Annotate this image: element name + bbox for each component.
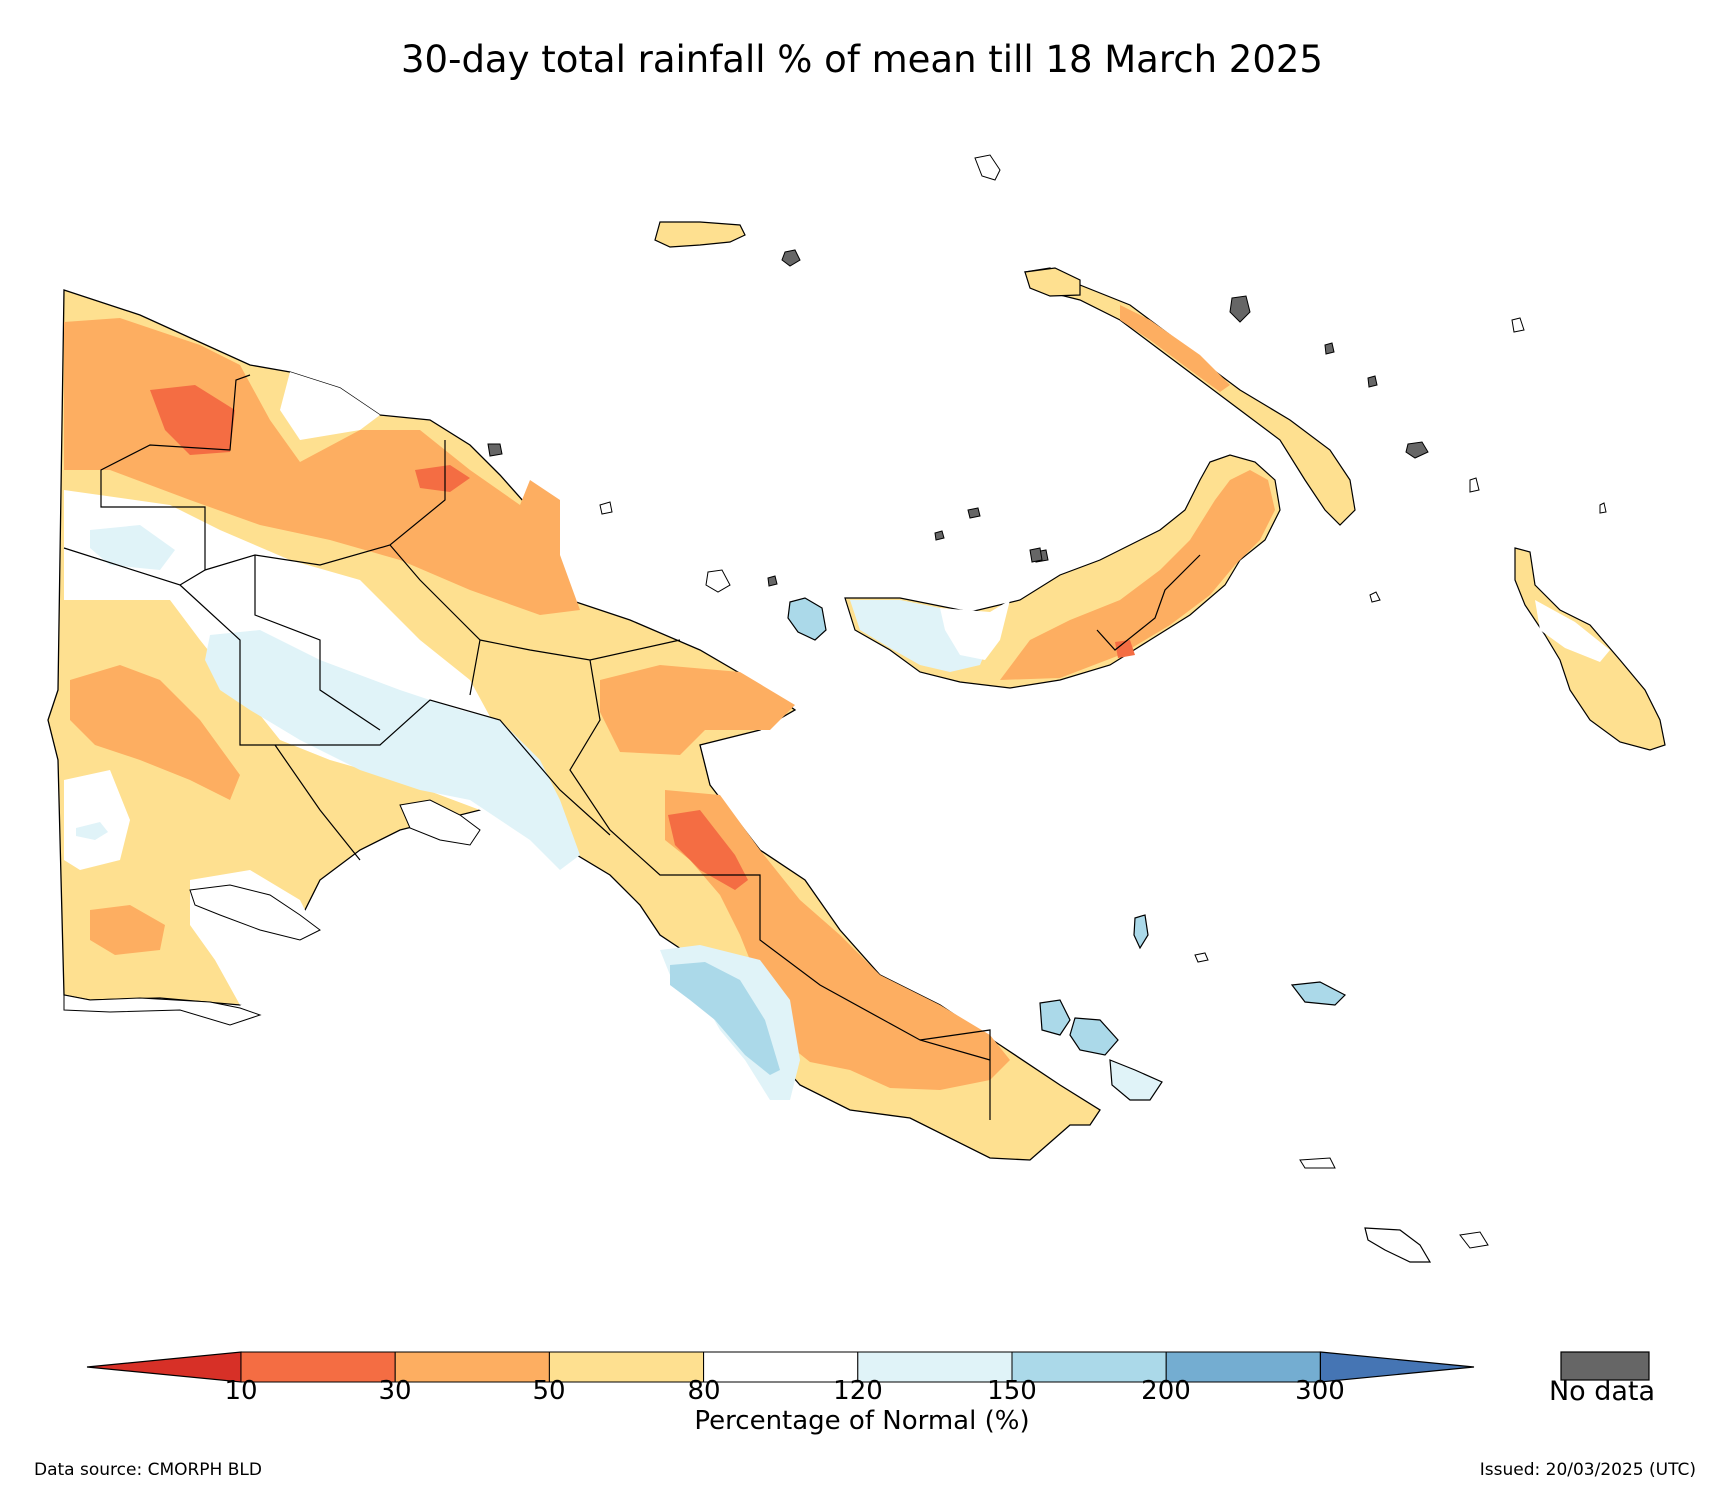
misima bbox=[1299, 1157, 1336, 1169]
manus-island bbox=[654, 221, 746, 248]
nodata-islet-1 bbox=[1229, 295, 1251, 323]
colorbar-segment bbox=[1165, 1351, 1321, 1383]
rossel-tagula bbox=[1364, 1227, 1432, 1263]
colorbar-extend-low bbox=[86, 1351, 242, 1383]
small-islets bbox=[599, 154, 1607, 963]
dentrecasteaux-3 bbox=[1109, 1059, 1163, 1101]
colorbar-extend-high bbox=[1319, 1351, 1475, 1383]
colorbar-tick-200: 200 bbox=[1141, 1376, 1191, 1406]
no-data-swatch bbox=[1560, 1351, 1650, 1381]
colorbar-tick-120: 120 bbox=[833, 1376, 883, 1406]
trobriand bbox=[1133, 914, 1149, 950]
dentrecasteaux-1 bbox=[1039, 999, 1071, 1036]
colorbar-segment bbox=[857, 1351, 1013, 1383]
map-title: 30-day total rainfall % of mean till 18 … bbox=[401, 38, 1323, 81]
mainland bbox=[47, 289, 1101, 1161]
colorbar-segment bbox=[240, 1351, 396, 1383]
colorbar-tick-150: 150 bbox=[987, 1376, 1037, 1406]
colorbar-tick-80: 80 bbox=[687, 1376, 721, 1406]
nodata-islet-2 bbox=[1405, 441, 1429, 459]
colorbar-segment bbox=[548, 1351, 705, 1383]
colorbar-tick-30: 30 bbox=[378, 1376, 412, 1406]
colorbar-tick-50: 50 bbox=[532, 1376, 566, 1406]
nodata-islets bbox=[767, 342, 1378, 587]
data-source: Data source: CMORPH BLD bbox=[34, 1460, 262, 1480]
rossel bbox=[1459, 1231, 1489, 1249]
colorbar-segment bbox=[394, 1351, 550, 1383]
colorbar-tick-300: 300 bbox=[1295, 1376, 1345, 1406]
new-hanover bbox=[1024, 267, 1081, 297]
colorbar-label: Percentage of Normal (%) bbox=[694, 1406, 1030, 1436]
colorbar-tick-10: 10 bbox=[224, 1376, 258, 1406]
dentrecasteaux-2 bbox=[1069, 1017, 1119, 1056]
long-island bbox=[787, 597, 827, 641]
woodlark bbox=[1290, 981, 1347, 1006]
no-data-label: No data bbox=[1548, 1376, 1656, 1407]
colorbar-segment bbox=[703, 1351, 859, 1383]
issued-date: Issued: 20/03/2025 (UTC) bbox=[1479, 1460, 1696, 1480]
manus-east-nodata bbox=[781, 249, 801, 267]
nodata-islet-3 bbox=[487, 443, 503, 457]
